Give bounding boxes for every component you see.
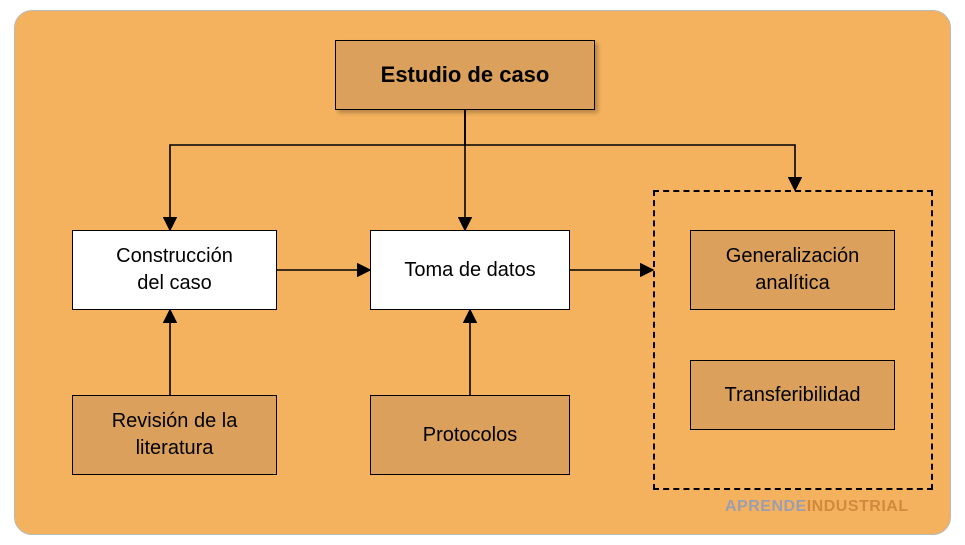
diagram-canvas: Estudio de caso Construccióndel caso Tom… xyxy=(0,0,965,545)
node-toma-de-datos: Toma de datos xyxy=(370,230,570,310)
node-label: Revisión de laliteratura xyxy=(112,408,238,462)
node-transferibilidad: Transferibilidad xyxy=(690,360,895,430)
node-label: Estudio de caso xyxy=(381,60,550,90)
node-revision-de-la-literatura: Revisión de laliteratura xyxy=(72,395,277,475)
node-label: Toma de datos xyxy=(404,257,535,284)
watermark-part-2: INDUSTRIAL xyxy=(807,498,909,515)
node-protocolos: Protocolos xyxy=(370,395,570,475)
watermark-part-1: APRENDE xyxy=(725,498,807,515)
node-label: Transferibilidad xyxy=(725,382,861,409)
watermark: APRENDEINDUSTRIAL xyxy=(725,498,909,516)
node-generalizacion-analitica: Generalizaciónanalítica xyxy=(690,230,895,310)
node-construccion-del-caso: Construccióndel caso xyxy=(72,230,277,310)
node-label: Construccióndel caso xyxy=(116,243,233,297)
node-label: Generalizaciónanalítica xyxy=(726,243,859,297)
node-estudio-de-caso: Estudio de caso xyxy=(335,40,595,110)
node-label: Protocolos xyxy=(423,422,518,449)
